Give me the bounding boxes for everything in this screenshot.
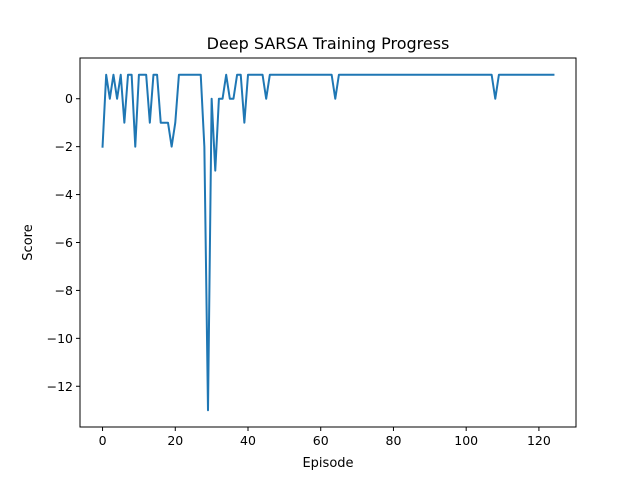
x-tick-label: 80 bbox=[386, 433, 402, 448]
x-tick-label: 40 bbox=[240, 433, 256, 448]
y-tick-label: −2 bbox=[55, 139, 73, 154]
x-tick-label: 20 bbox=[167, 433, 183, 448]
tick-layer: 0 20 40 60 80 100 120 −12 −10 −8 −6 −4 −2 0 bbox=[47, 91, 551, 448]
y-tick-label: −12 bbox=[47, 379, 73, 394]
x-axis-label: Episode bbox=[302, 456, 353, 471]
y-axis-label: Score bbox=[21, 224, 36, 260]
series-line-0 bbox=[101, 73, 555, 412]
x-tick-label: 120 bbox=[527, 433, 551, 448]
x-tick-label: 60 bbox=[313, 433, 329, 448]
y-tick-label: −10 bbox=[47, 331, 73, 346]
plot-frame bbox=[79, 57, 577, 428]
y-tick-label: −6 bbox=[55, 235, 73, 250]
y-tick-label: 0 bbox=[65, 91, 73, 106]
chart-title: Deep SARSA Training Progress bbox=[207, 34, 450, 53]
x-tick-label: 100 bbox=[454, 433, 478, 448]
y-tick-label: −8 bbox=[55, 283, 73, 298]
y-tick-label: −4 bbox=[55, 187, 73, 202]
data-layer bbox=[101, 73, 555, 412]
x-tick-label: 0 bbox=[99, 433, 107, 448]
